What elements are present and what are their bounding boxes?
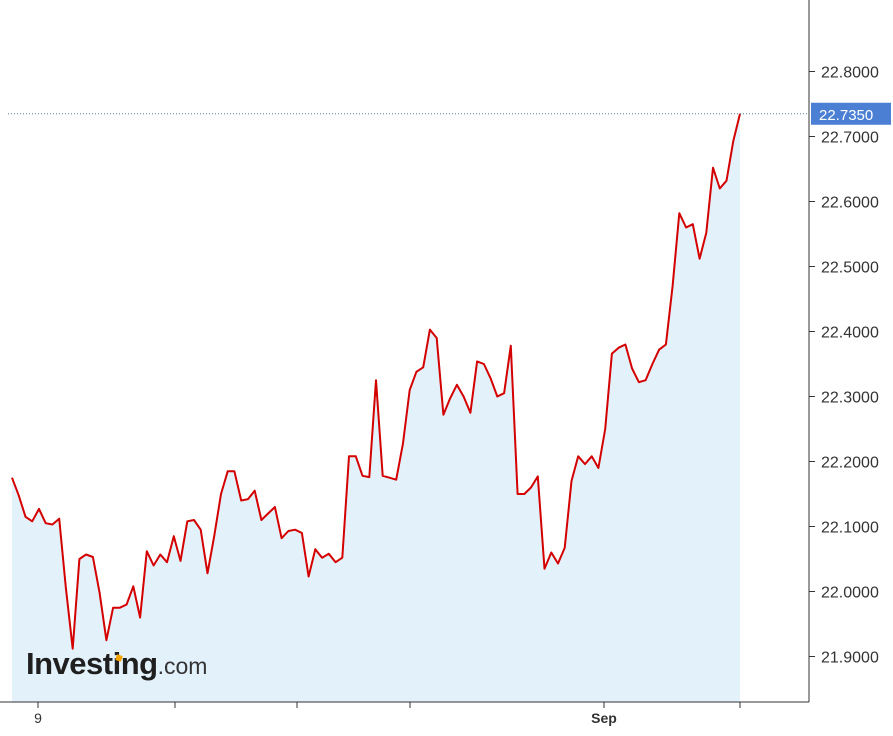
y-tick-label: 22.7000 — [821, 130, 879, 147]
logo-suffix-text: .com — [157, 653, 208, 679]
last-price-badge-label: 22.7350 — [819, 107, 873, 124]
x-tick-label: 9 — [34, 710, 42, 726]
y-axis-ticks: 21.9000 22.0000 22.1000 22.2000 22.3000 22.40… — [809, 65, 879, 667]
last-price-badge: 22.7350 — [811, 102, 891, 125]
x-axis-ticks: 9 Sep — [34, 702, 741, 726]
last-price-badge-background — [811, 102, 891, 125]
investing-logo: Investing .com — [26, 646, 207, 682]
logo-main-text: Investing — [26, 646, 158, 681]
price-area-fill — [12, 113, 740, 703]
y-tick-label: 22.2000 — [821, 455, 879, 472]
y-tick-label: 22.1000 — [821, 520, 879, 537]
price-line — [11, 113, 741, 650]
y-tick-label: 22.6000 — [821, 195, 879, 212]
y-tick-label: 22.5000 — [821, 260, 879, 277]
y-tick-label: 22.0000 — [821, 585, 879, 602]
y-tick-label: 22.3000 — [821, 390, 879, 407]
y-tick-label: 22.8000 — [821, 65, 879, 82]
y-tick-label: 22.4000 — [821, 325, 879, 342]
y-tick-label: 21.9000 — [821, 650, 879, 667]
x-tick-label: Sep — [591, 710, 617, 726]
